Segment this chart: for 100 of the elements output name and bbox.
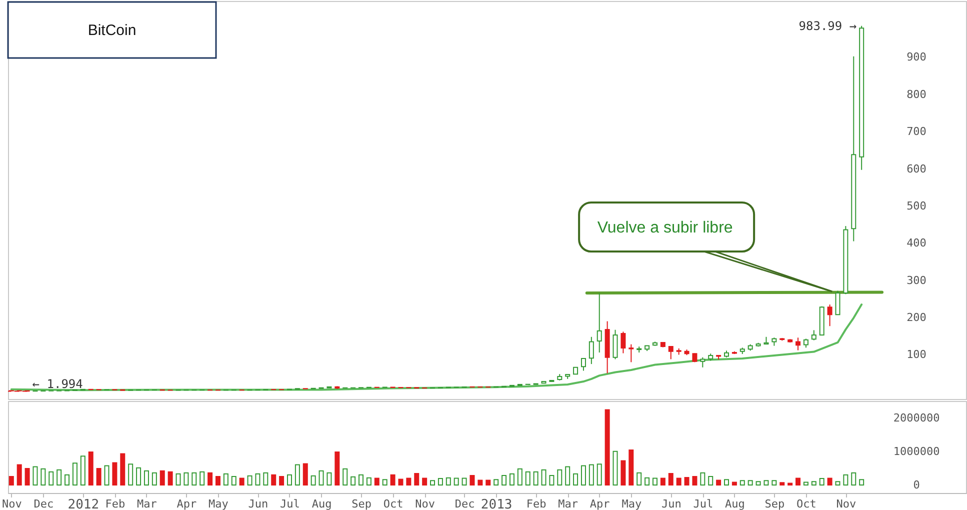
bar — [859, 479, 864, 486]
bar — [811, 481, 816, 486]
y-tick-label: 700 — [906, 125, 926, 138]
bar — [827, 478, 832, 486]
bar — [208, 472, 213, 486]
bar — [541, 469, 546, 486]
x-tick-label: Jul — [280, 498, 300, 510]
x-tick-label: Oct — [796, 498, 816, 510]
x-tick-label: 2012 — [68, 498, 100, 510]
bar — [184, 472, 189, 486]
candlestick — [612, 329, 618, 360]
bar — [128, 464, 134, 486]
bar — [112, 462, 118, 486]
bar — [628, 450, 634, 486]
bar — [160, 470, 165, 486]
bar — [374, 478, 380, 486]
x-tick-label: Jun — [661, 498, 682, 510]
x-tick-label: Mar — [558, 498, 578, 510]
bar — [176, 473, 181, 486]
bar — [200, 471, 205, 486]
y-tick-label: 100 — [906, 348, 926, 362]
bar — [382, 479, 388, 486]
candlestick — [580, 358, 586, 372]
x-tick-label: Dec — [454, 498, 475, 510]
bar — [525, 471, 530, 486]
candlestick — [628, 344, 634, 363]
bar — [152, 472, 157, 486]
bar — [32, 466, 38, 486]
bar — [72, 462, 78, 486]
bar — [366, 477, 372, 486]
x-tick-label: Feb — [526, 498, 546, 510]
bar — [144, 470, 149, 486]
x-tick-label: Jun — [248, 498, 268, 510]
annotation: ← 1.994 — [32, 377, 83, 392]
bar — [668, 473, 674, 486]
y-tick-label: 300 — [906, 274, 926, 287]
bar — [438, 478, 443, 486]
bar — [843, 474, 848, 486]
candlestick — [588, 336, 594, 365]
bar — [462, 478, 467, 486]
annotation: 983.99 → — [798, 18, 857, 33]
x-tick-label: Nov — [415, 498, 436, 510]
bar — [422, 478, 428, 486]
bar — [851, 472, 856, 486]
bar — [318, 470, 324, 486]
candlestick — [596, 292, 602, 354]
annotation: Vuelve a subir libre — [597, 220, 733, 237]
bar — [16, 464, 22, 486]
bar — [454, 478, 459, 486]
bar — [478, 480, 483, 486]
candlestick — [811, 330, 816, 341]
x-tick-label: Sep — [352, 498, 372, 510]
bar — [835, 481, 840, 486]
bar — [652, 478, 658, 486]
bar — [231, 476, 236, 486]
bar — [294, 464, 300, 486]
bar — [764, 480, 769, 486]
candlestick — [668, 346, 674, 360]
candlestick — [620, 331, 626, 354]
bar — [350, 476, 356, 486]
bar — [446, 477, 451, 486]
bar — [596, 464, 602, 486]
bar — [636, 472, 642, 486]
bar — [517, 468, 522, 486]
bar — [168, 471, 173, 486]
bar — [557, 469, 562, 486]
bar — [684, 477, 690, 486]
bar — [430, 480, 436, 486]
x-tick-label: Oct — [383, 498, 404, 510]
bar — [255, 473, 260, 486]
bar — [644, 477, 650, 486]
bar — [692, 476, 698, 486]
x-tick-label: Jul — [693, 498, 714, 510]
bar — [310, 475, 316, 486]
x-tick-label: May — [208, 498, 229, 510]
bar — [740, 480, 745, 486]
bar — [604, 409, 610, 486]
bar — [263, 472, 268, 486]
y-tick-label: 600 — [906, 162, 926, 176]
y-tick-label: 2000000 — [893, 411, 940, 424]
bar — [279, 476, 284, 486]
candlestick — [827, 304, 832, 327]
y-tick-label: 500 — [906, 199, 926, 212]
y-tick-label: 200 — [906, 311, 926, 324]
x-tick-label: Mar — [137, 498, 158, 510]
bar — [796, 478, 801, 486]
bar — [192, 472, 197, 486]
bar — [302, 463, 308, 486]
bar — [620, 460, 626, 486]
bar — [588, 464, 594, 486]
bar — [470, 475, 475, 486]
bar — [414, 473, 420, 486]
candlestick — [796, 337, 801, 351]
bar — [239, 478, 244, 486]
y-tick-label: 800 — [906, 88, 926, 101]
bar — [580, 465, 586, 486]
bar — [271, 474, 276, 486]
x-tick-label: Nov — [836, 498, 856, 510]
bar — [24, 468, 30, 486]
bar — [334, 452, 340, 486]
